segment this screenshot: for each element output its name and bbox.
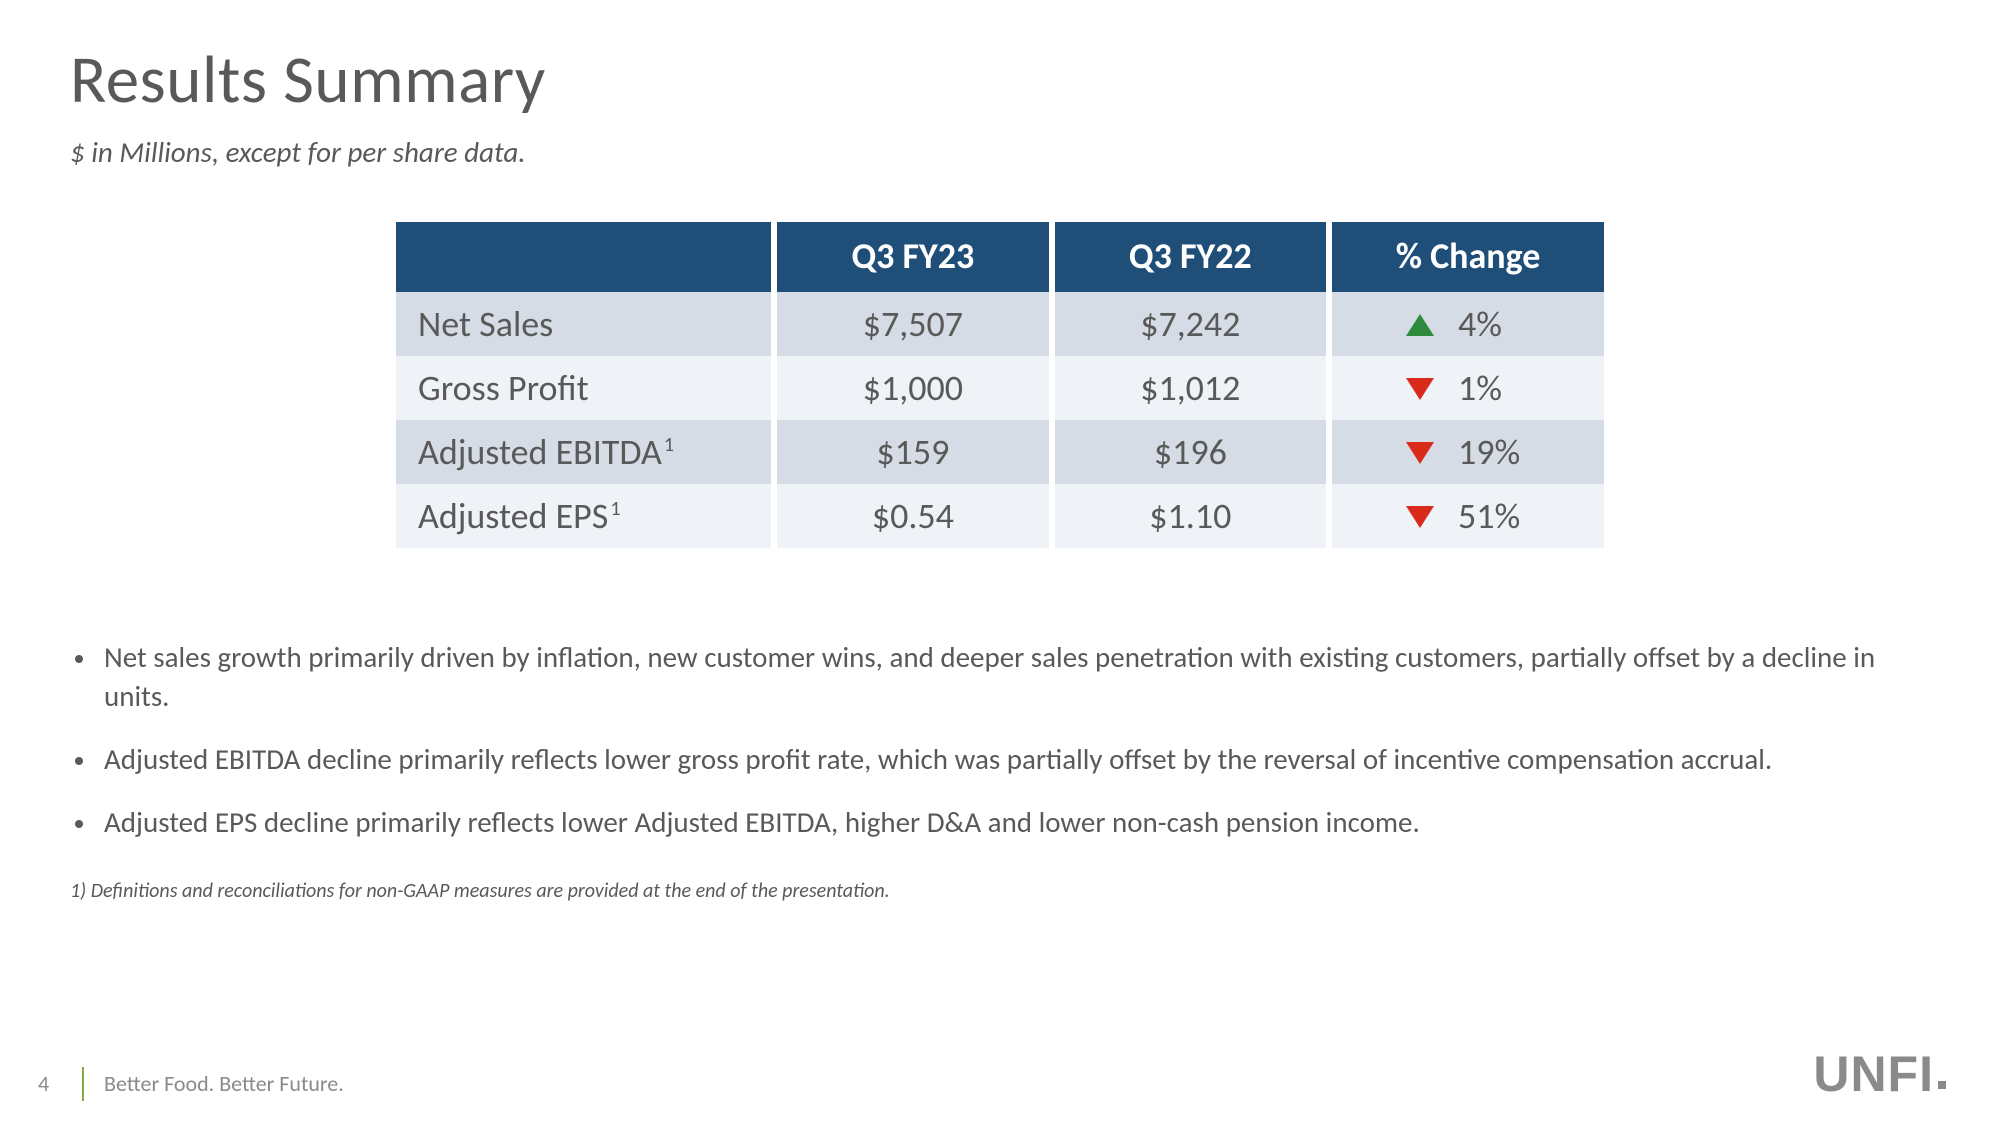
change-cell: 4%: [1332, 292, 1604, 356]
footer-tagline: Better Food. Better Future.: [104, 1070, 344, 1097]
bullet-list: Net sales growth primarily driven by inf…: [70, 638, 1930, 843]
table-row: Gross Profit$1,000$1,012 1%: [396, 356, 1604, 420]
footnote: 1) Definitions and reconciliations for n…: [70, 879, 1930, 903]
fy22-cell: $7,242: [1055, 292, 1326, 356]
metric-cell: Net Sales: [396, 292, 771, 356]
bullet-item: Net sales growth primarily driven by inf…: [98, 638, 1930, 716]
change-pct: 51%: [1458, 494, 1530, 538]
fy22-cell: $1.10: [1055, 484, 1326, 548]
footer-divider: [82, 1067, 84, 1101]
table-header-fy22: Q3 FY22: [1055, 222, 1326, 292]
table-header-change: % Change: [1332, 222, 1604, 292]
change-pct: 19%: [1458, 430, 1530, 474]
table-header-fy23: Q3 FY23: [777, 222, 1048, 292]
metric-cell: Adjusted EBITDA1: [396, 420, 771, 484]
triangle-down-icon: [1406, 506, 1434, 528]
change-cell: 1%: [1332, 356, 1604, 420]
fy22-cell: $1,012: [1055, 356, 1326, 420]
results-table: Q3 FY23 Q3 FY22 % Change Net Sales$7,507…: [390, 222, 1610, 548]
slide-title: Results Summary: [70, 38, 1930, 120]
fy23-cell: $0.54: [777, 484, 1048, 548]
change-pct: 4%: [1458, 302, 1530, 346]
change-pct: 1%: [1458, 366, 1530, 410]
table-header-blank: [396, 222, 771, 292]
fy23-cell: $159: [777, 420, 1048, 484]
triangle-down-icon: [1406, 442, 1434, 464]
triangle-down-icon: [1406, 378, 1434, 400]
bullet-item: Adjusted EBITDA decline primarily reflec…: [98, 740, 1930, 779]
triangle-up-icon: [1406, 314, 1434, 336]
bullet-item: Adjusted EPS decline primarily reflects …: [98, 803, 1930, 842]
fy22-cell: $196: [1055, 420, 1326, 484]
change-cell: 19%: [1332, 420, 1604, 484]
fy23-cell: $7,507: [777, 292, 1048, 356]
change-cell: 51%: [1332, 484, 1604, 548]
table-row: Net Sales$7,507$7,242 4%: [396, 292, 1604, 356]
table-row: Adjusted EBITDA1$159$196 19%: [396, 420, 1604, 484]
metric-cell: Adjusted EPS1: [396, 484, 771, 548]
page-number: 4: [38, 1070, 49, 1097]
slide-subtitle: $ in Millions, except for per share data…: [70, 134, 1930, 170]
table-row: Adjusted EPS1$0.54$1.10 51%: [396, 484, 1604, 548]
brand-logo: UNFI: [1813, 1045, 1946, 1103]
fy23-cell: $1,000: [777, 356, 1048, 420]
metric-cell: Gross Profit: [396, 356, 771, 420]
